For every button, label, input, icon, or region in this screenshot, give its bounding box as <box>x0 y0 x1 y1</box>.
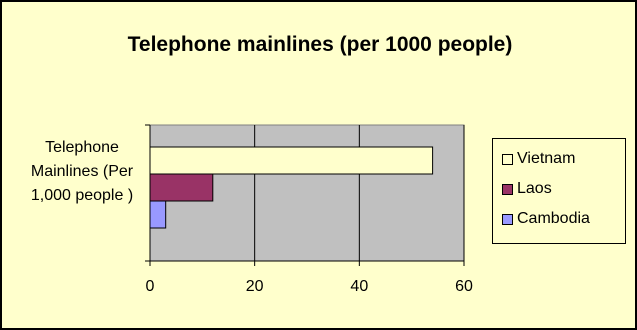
legend-label-vietnam: Vietnam <box>517 150 576 167</box>
legend-swatch-vietnam <box>502 153 513 165</box>
bar-laos <box>149 173 214 202</box>
legend-item-laos: Laos <box>502 177 552 201</box>
legend-item-cambodia: Cambodia <box>502 207 590 231</box>
legend-swatch-cambodia <box>502 213 513 225</box>
legend-label-cambodia: Cambodia <box>517 210 590 227</box>
category-label: Telephone Mainlines (Per 1,000 people ) <box>30 139 134 204</box>
legend: Vietnam Laos Cambodia <box>492 138 626 244</box>
x-tick-label-60: 60 <box>455 278 473 295</box>
bar-vietnam <box>149 146 434 175</box>
chart-title: Telephone mainlines (per 1000 people) <box>127 33 513 56</box>
legend-swatch-laos <box>502 183 513 195</box>
bar-cambodia <box>149 200 167 229</box>
x-tick-label-40: 40 <box>350 278 368 295</box>
x-tick-label-0: 0 <box>146 278 155 295</box>
x-tick-label-20: 20 <box>246 278 264 295</box>
legend-item-vietnam: Vietnam <box>502 147 575 171</box>
legend-label-laos: Laos <box>517 180 552 197</box>
